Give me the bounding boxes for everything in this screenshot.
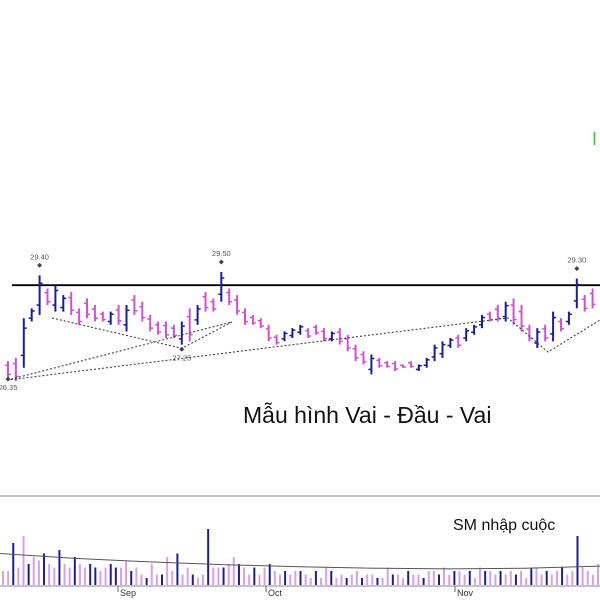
swing-point-label: 29.30 xyxy=(567,256,586,265)
price-bar xyxy=(91,305,98,322)
price-bar xyxy=(321,328,327,342)
price-bar xyxy=(479,314,485,329)
price-bar xyxy=(20,318,27,368)
price-bar xyxy=(384,361,391,368)
swing-point-marker xyxy=(574,266,580,272)
price-bar xyxy=(289,328,296,339)
price-bar xyxy=(352,344,359,362)
price-bar xyxy=(463,328,470,342)
x-tick-label: Oct xyxy=(268,588,283,598)
price-bar xyxy=(297,324,304,335)
price-bar xyxy=(455,334,462,348)
price-bar xyxy=(439,341,446,358)
price-bar xyxy=(542,324,549,342)
price-bar xyxy=(589,288,596,309)
price-pane: 29.40 27.25 29.50 26.35 29.30 I xyxy=(0,129,600,392)
price-bar xyxy=(12,357,19,381)
price-bar xyxy=(242,308,248,325)
price-bar xyxy=(36,275,43,315)
price-bar xyxy=(281,331,288,342)
price-bar xyxy=(400,364,406,368)
price-bar xyxy=(84,298,90,319)
price-bar xyxy=(226,288,233,306)
price-bar xyxy=(131,295,138,315)
price-bar xyxy=(123,305,130,332)
price-bar xyxy=(5,361,11,378)
pattern-trendline xyxy=(7,317,600,381)
price-bar xyxy=(431,344,438,362)
price-bar xyxy=(115,305,122,325)
price-bar xyxy=(234,295,241,315)
price-bar xyxy=(107,311,114,325)
price-bar xyxy=(28,308,35,322)
price-bar xyxy=(407,361,414,368)
price-bar xyxy=(558,318,564,332)
price-bar xyxy=(313,324,320,335)
price-bar xyxy=(581,295,588,312)
x-tick-label: Sep xyxy=(120,588,136,598)
price-bar xyxy=(218,272,225,302)
price-bar xyxy=(170,324,177,339)
swing-point-label: 29.40 xyxy=(30,252,49,261)
price-bar xyxy=(565,311,572,325)
pattern-title: Mẫu hình Vai - Đầu - Vai xyxy=(243,402,492,428)
price-bar xyxy=(573,278,580,309)
price-bar xyxy=(257,318,264,329)
price-bar xyxy=(360,351,367,365)
price-bar xyxy=(510,298,517,325)
price-bar xyxy=(178,321,185,345)
swing-point-marker xyxy=(218,259,224,265)
volume-title: SM nhập cuộc xyxy=(453,517,556,534)
x-tick-label: Nov xyxy=(457,588,474,598)
price-bar xyxy=(68,291,75,315)
price-bar xyxy=(550,311,557,342)
price-bar xyxy=(44,288,51,306)
price-bar xyxy=(376,357,383,368)
price-bar xyxy=(163,321,169,339)
price-bar xyxy=(368,354,375,375)
swing-point-label: 27.25 xyxy=(172,353,191,362)
price-bar xyxy=(344,334,351,352)
price-bar xyxy=(273,334,280,345)
price-bar xyxy=(202,291,209,312)
price-bar xyxy=(423,357,430,368)
price-bar xyxy=(147,314,154,332)
price-bar xyxy=(76,308,83,325)
price-bar xyxy=(392,361,399,372)
price-bar xyxy=(139,301,146,322)
price-bar xyxy=(328,331,335,342)
price-bar xyxy=(526,324,533,342)
price-bar xyxy=(265,324,272,342)
swing-point-marker xyxy=(179,346,185,352)
price-bar xyxy=(336,328,343,345)
price-bar xyxy=(249,314,256,325)
volume-pane xyxy=(0,529,600,585)
price-bar xyxy=(186,308,193,342)
price-bar xyxy=(305,328,312,339)
price-bar xyxy=(210,298,217,312)
price-bar xyxy=(99,311,106,322)
price-bar xyxy=(447,338,454,348)
price-bar xyxy=(502,301,509,322)
price-bar xyxy=(534,328,541,348)
price-bar xyxy=(415,364,422,372)
volume-moving-average xyxy=(0,553,600,570)
swing-point-marker xyxy=(5,376,11,382)
price-bar xyxy=(471,324,478,335)
x-axis: Sep Oct Nov xyxy=(0,495,600,598)
price-bar xyxy=(194,305,201,325)
cropped-green-glyph: I xyxy=(592,129,597,149)
price-bar xyxy=(155,321,162,335)
swing-point-label: 26.35 xyxy=(0,383,17,392)
price-bar xyxy=(518,305,525,332)
price-bar xyxy=(52,285,59,312)
swing-point-marker xyxy=(37,262,43,268)
swing-point-label: 29.50 xyxy=(212,249,231,258)
price-bar xyxy=(60,295,67,312)
price-bar xyxy=(494,305,501,322)
